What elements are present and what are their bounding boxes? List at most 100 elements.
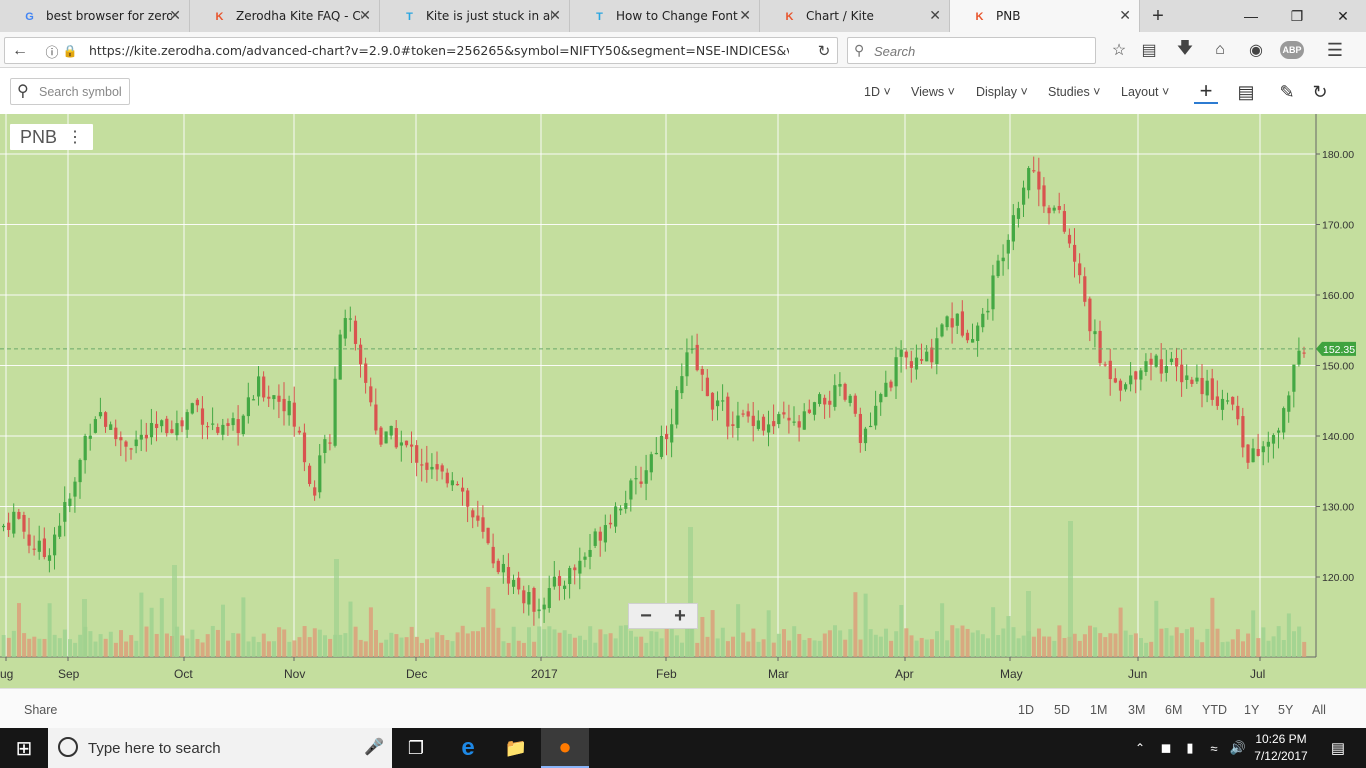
reload-icon[interactable]: ↻	[817, 43, 831, 60]
edge-browser-icon[interactable]: e	[461, 734, 475, 761]
volume-bar	[527, 627, 531, 657]
tab-close-icon[interactable]: ✕	[1119, 7, 1131, 23]
task-view-icon[interactable]: ❐	[407, 737, 425, 758]
tab-close-icon[interactable]: ✕	[169, 7, 181, 23]
range-button-all[interactable]: All	[1312, 703, 1326, 717]
volume-icon[interactable]: 🔊	[1229, 740, 1247, 755]
symbol-search-input[interactable]: ⚲ Search symbol	[10, 78, 130, 105]
battery-icon[interactable]: ▮	[1186, 740, 1194, 755]
range-button-3m[interactable]: 3M	[1128, 703, 1146, 717]
reset-icon[interactable]: ↻	[1312, 81, 1328, 102]
adblock-badge[interactable]: ABP	[1280, 41, 1304, 59]
volume-bar	[725, 641, 730, 657]
close-window-button[interactable]: ✕	[1337, 7, 1349, 24]
price-chart[interactable]: 180.00 170.00 160.00 150.00 140.00 130.00 120.…	[0, 114, 1366, 688]
layout-menu[interactable]: Layout ˅	[1121, 85, 1170, 99]
minimize-button[interactable]: —	[1244, 8, 1258, 24]
microphone-icon[interactable]: 🎤	[364, 739, 384, 756]
x-tick-label: Dec	[406, 667, 427, 681]
candle-body	[1088, 298, 1092, 332]
zoom-out-button[interactable]: −	[640, 604, 652, 627]
draw-pencil-icon[interactable]: ✎	[1279, 81, 1295, 102]
bookmark-star-icon[interactable]: ☆	[1111, 42, 1127, 59]
x-tick-label: May	[1000, 667, 1023, 681]
zoom-in-button[interactable]: +	[674, 604, 686, 627]
volume-bar	[1144, 642, 1149, 657]
info-icon[interactable]: ⓘ	[45, 44, 59, 60]
volume-bar	[119, 630, 123, 657]
crosshair-icon[interactable]: +	[1194, 78, 1218, 104]
range-button-ytd[interactable]: YTD	[1202, 703, 1227, 717]
range-button-6m[interactable]: 6M	[1165, 703, 1183, 717]
candle-body	[700, 369, 704, 375]
volume-bar	[486, 586, 491, 657]
range-button-1y[interactable]: 1Y	[1244, 703, 1260, 717]
candle-body	[547, 588, 551, 609]
download-icon[interactable]: 🡇	[1176, 39, 1194, 57]
candle-body	[991, 275, 995, 310]
reading-list-icon[interactable]: ▤	[1141, 42, 1157, 59]
candle-body	[889, 381, 893, 388]
comment-icon[interactable]: ▤	[1237, 81, 1255, 102]
candle-body	[1103, 364, 1107, 366]
browser-tab[interactable]: T Kite is just stuck in all br✕	[380, 0, 570, 32]
browser-tab[interactable]: K Chart / Kite ✕	[760, 0, 950, 32]
firefox-icon[interactable]: ●	[541, 728, 589, 768]
tab-close-icon[interactable]: ✕	[929, 7, 941, 23]
more-options-icon[interactable]: ⋮	[67, 129, 84, 146]
back-icon[interactable]: ←	[12, 42, 28, 59]
chart-canvas[interactable]: 180.00 170.00 160.00 150.00 140.00 130.00 120.…	[0, 114, 1366, 688]
maximize-button[interactable]: ❐	[1290, 7, 1304, 24]
volume-bar	[1164, 628, 1169, 657]
interval-menu[interactable]: 1D ˅	[864, 85, 891, 99]
candle-body	[1185, 375, 1189, 380]
wifi-icon[interactable]: ≈	[1210, 740, 1218, 756]
windows-start-icon[interactable]: ⊞	[15, 737, 33, 760]
url-bar[interactable]: ← ⓘ 🔒 https://kite.zerodha.com/advanced-…	[4, 37, 838, 64]
new-tab-button[interactable]: +	[1152, 4, 1164, 27]
volume-bar	[980, 634, 985, 657]
tab-close-icon[interactable]: ✕	[549, 7, 561, 23]
home-icon[interactable]: ⌂	[1215, 41, 1225, 58]
candle-body	[139, 434, 143, 440]
taskbar-search-input[interactable]: Type here to search 🎤	[48, 728, 392, 768]
display-menu[interactable]: Display ˅	[976, 85, 1028, 99]
browser-tab[interactable]: K PNB ✕	[950, 0, 1140, 32]
candle-body	[848, 395, 852, 403]
range-button-5y[interactable]: 5Y	[1278, 703, 1294, 717]
browser-tab[interactable]: K Zerodha Kite FAQ - Com✕	[190, 0, 380, 32]
volume-bar	[1123, 630, 1128, 657]
tab-favicon-icon: K	[215, 10, 224, 23]
candle-body	[63, 502, 67, 522]
tray-overflow-icon[interactable]: ⌃	[1134, 741, 1146, 755]
candle-body	[455, 483, 460, 486]
volume-bar	[674, 635, 679, 657]
candle-body	[88, 435, 92, 439]
browser-tab[interactable]: T How to Change Font col✕	[570, 0, 760, 32]
candle-body	[343, 318, 347, 339]
candle-body	[787, 417, 791, 421]
share-button[interactable]: Share	[24, 703, 58, 717]
volume-bar	[272, 641, 276, 657]
range-button-1d[interactable]: 1D	[1018, 703, 1034, 717]
notifications-icon[interactable]: ▤	[1330, 740, 1346, 757]
range-button-1m[interactable]: 1M	[1090, 703, 1108, 717]
range-button-5d[interactable]: 5D	[1054, 703, 1070, 717]
tab-close-icon[interactable]: ✕	[739, 7, 751, 23]
candle-body	[527, 591, 531, 605]
file-explorer-icon[interactable]: 📁	[504, 737, 528, 758]
studies-menu[interactable]: Studies ˅	[1048, 85, 1101, 99]
taskbar-clock[interactable]: 10:26 PM 7/12/2017	[1252, 731, 1310, 765]
views-menu[interactable]: Views ˅	[911, 85, 955, 99]
menu-icon[interactable]: ☰	[1326, 39, 1344, 60]
tab-close-icon[interactable]: ✕	[359, 7, 371, 23]
volume-bar	[1149, 641, 1154, 657]
candle-body	[98, 412, 103, 417]
browser-search-input[interactable]: ⚲ Search	[847, 37, 1096, 64]
candle-body	[251, 399, 256, 401]
candle-body	[78, 459, 82, 483]
volume-bar	[394, 634, 399, 657]
pocket-icon[interactable]: ◉	[1249, 42, 1263, 59]
network-tray-icon[interactable]: ◼	[1160, 740, 1172, 755]
